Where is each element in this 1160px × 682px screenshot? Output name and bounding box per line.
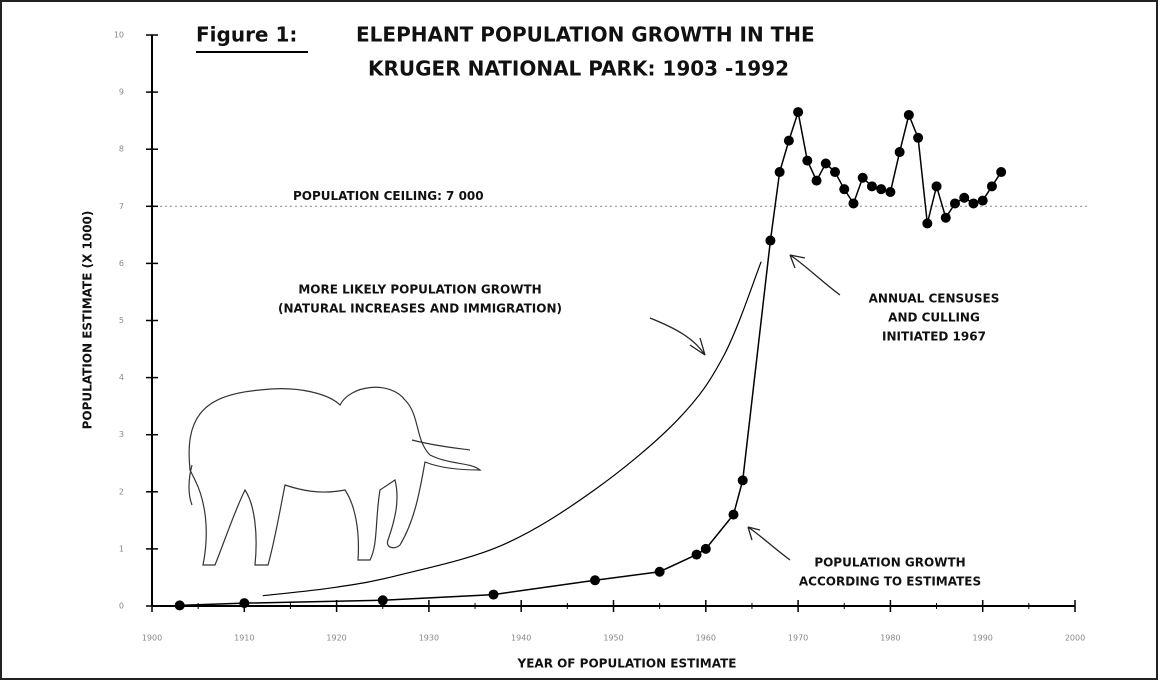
x-tick-label: 1920 xyxy=(326,634,346,643)
series-line xyxy=(262,261,762,597)
annotation: MORE LIKELY POPULATION GROWTH xyxy=(298,283,541,297)
data-point xyxy=(940,212,951,223)
data-point xyxy=(774,167,785,178)
data-point xyxy=(959,192,970,203)
data-point xyxy=(913,132,924,143)
data-point xyxy=(590,575,601,586)
y-tick-label: 8 xyxy=(119,145,124,154)
data-point xyxy=(857,172,868,183)
data-point xyxy=(488,589,499,600)
data-point xyxy=(802,155,813,166)
x-tick-label: 2000 xyxy=(1065,634,1085,643)
y-tick-label: 9 xyxy=(119,88,124,97)
data-point xyxy=(737,475,748,486)
annotation: (NATURAL INCREASES AND IMMIGRATION) xyxy=(278,302,562,316)
y-tick-label: 2 xyxy=(119,487,124,496)
data-point xyxy=(876,184,887,195)
data-point xyxy=(377,595,388,606)
y-tick-label: 4 xyxy=(119,373,124,382)
data-point xyxy=(894,147,905,158)
data-point xyxy=(866,181,877,192)
annotation: INITIATED 1967 xyxy=(882,330,986,344)
data-point xyxy=(239,598,250,609)
annotation: POPULATION GROWTH xyxy=(814,556,965,570)
y-tick-label: 1 xyxy=(119,544,124,553)
y-tick-label: 6 xyxy=(119,259,124,268)
data-point xyxy=(839,184,850,195)
data-point xyxy=(174,600,185,611)
data-point xyxy=(830,167,841,178)
y-axis-label: POPULATION ESTIMATE (X 1000) xyxy=(81,211,95,430)
x-tick-label: 1910 xyxy=(234,634,254,643)
data-point xyxy=(811,175,822,186)
annotation: ANNUAL CENSUSES xyxy=(869,292,1000,306)
data-point xyxy=(986,181,997,192)
chart-title: ELEPHANT POPULATION GROWTH IN THE xyxy=(356,23,815,47)
data-point xyxy=(765,235,776,246)
x-tick-label: 1930 xyxy=(419,634,439,643)
y-tick-label: 10 xyxy=(114,31,124,40)
x-axis-label: YEAR OF POPULATION ESTIMATE xyxy=(517,657,737,671)
data-point xyxy=(848,198,859,209)
y-tick-label: 5 xyxy=(119,316,124,325)
data-point xyxy=(728,509,739,520)
data-point xyxy=(793,107,804,118)
elephant xyxy=(188,386,482,566)
annotation-arrows xyxy=(649,254,841,561)
data-point xyxy=(654,566,665,577)
x-tick-label: 1900 xyxy=(142,634,162,643)
annotation: AND CULLING xyxy=(888,311,980,325)
data-point xyxy=(968,198,979,209)
data-point xyxy=(820,158,831,169)
x-tick-label: 1950 xyxy=(603,634,623,643)
data-point xyxy=(903,109,914,120)
y-tick-label: 3 xyxy=(119,430,124,439)
annotation: ACCORDING TO ESTIMATES xyxy=(799,575,981,589)
ceiling-label: POPULATION CEILING: 7 000 xyxy=(293,189,484,203)
y-tick-label: 7 xyxy=(119,202,124,211)
x-tick-label: 1970 xyxy=(788,634,808,643)
data-point xyxy=(783,135,794,146)
data-point xyxy=(977,195,988,206)
data-point xyxy=(885,187,896,198)
figure-label: Figure 1: xyxy=(196,23,297,47)
data-point xyxy=(700,543,711,554)
x-tick-label: 1940 xyxy=(511,634,531,643)
data-point xyxy=(691,549,702,560)
chart-title: KRUGER NATIONAL PARK: 1903 -1992 xyxy=(368,57,789,81)
y-tick-label: 0 xyxy=(119,602,124,611)
data-point xyxy=(996,167,1007,178)
data-point xyxy=(950,198,961,209)
data-point xyxy=(931,181,942,192)
x-tick-label: 1980 xyxy=(880,634,900,643)
data-point xyxy=(922,218,933,229)
x-tick-label: 1990 xyxy=(973,634,993,643)
x-tick-label: 1960 xyxy=(696,634,716,643)
